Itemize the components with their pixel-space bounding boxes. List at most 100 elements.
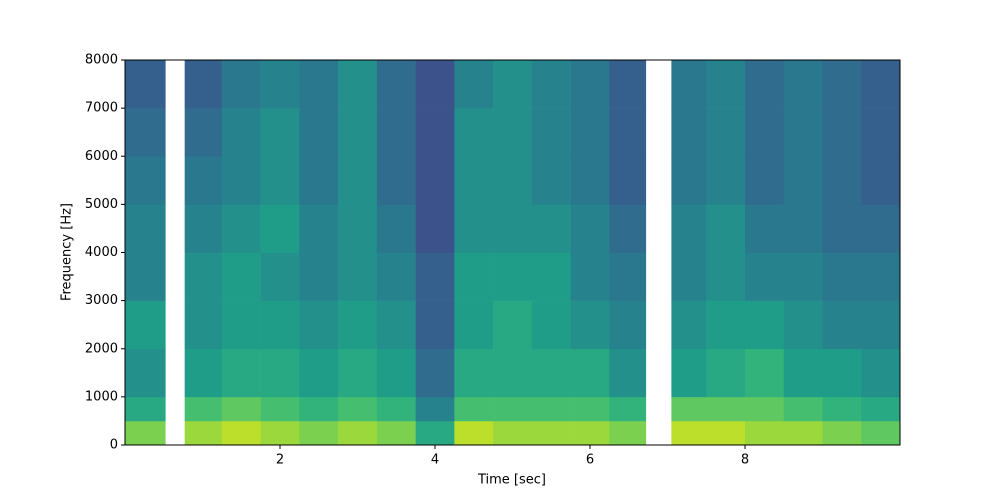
spectrogram-cell <box>184 108 223 157</box>
spectrogram-cell <box>415 204 455 253</box>
spectrogram-cell <box>184 252 223 301</box>
spectrogram-cell <box>125 156 166 205</box>
spectrogram-cell <box>184 348 223 398</box>
spectrogram-cell <box>454 60 494 109</box>
spectrogram-cell <box>745 396 785 422</box>
spectrogram-cell <box>454 108 494 157</box>
spectrogram-cell <box>184 420 223 446</box>
spectrogram-cell <box>125 204 166 253</box>
spectrogram-cell <box>299 420 339 446</box>
spectrogram-cell <box>531 60 571 109</box>
spectrogram-cell <box>822 396 862 422</box>
spectrogram-cell <box>822 204 862 253</box>
spectrogram-cell <box>454 396 494 422</box>
spectrogram-cell <box>376 60 416 109</box>
spectrogram-cell <box>415 108 455 157</box>
x-tick-label: 2 <box>276 453 284 468</box>
spectrogram-cell <box>822 420 862 446</box>
spectrogram-cell <box>454 156 494 205</box>
spectrogram-cell <box>415 300 455 350</box>
spectrogram-cell <box>299 348 339 398</box>
spectrogram-cell <box>493 60 533 109</box>
spectrogram-cell <box>671 420 707 446</box>
spectrogram-cell <box>706 300 746 350</box>
spectrogram-cell <box>861 252 901 301</box>
spectrogram-cell <box>338 252 378 301</box>
spectrogram-cell <box>493 156 533 205</box>
spectrogram-cell <box>493 204 533 253</box>
spectrogram-cell <box>454 348 494 398</box>
spectrogram-cell <box>609 252 647 301</box>
y-tick-label: 5000 <box>85 197 118 212</box>
spectrogram-cell <box>609 108 647 157</box>
spectrogram-cell <box>822 348 862 398</box>
spectrogram-cell <box>609 420 647 446</box>
y-tick-label: 6000 <box>85 149 118 164</box>
spectrogram-cell <box>531 348 571 398</box>
spectrogram-cell <box>454 300 494 350</box>
spectrogram-cell <box>184 396 223 422</box>
spectrogram-cell <box>706 204 746 253</box>
spectrogram-cell <box>783 156 823 205</box>
spectrogram-cell <box>861 60 901 109</box>
spectrogram-cell <box>415 348 455 398</box>
spectrogram-cell <box>184 156 223 205</box>
spectrogram-cell <box>706 420 746 446</box>
spectrogram-cell <box>415 420 455 446</box>
spectrogram-cell <box>493 252 533 301</box>
spectrogram-cell <box>706 348 746 398</box>
spectrogram-cell <box>570 156 610 205</box>
spectrogram-image <box>125 60 901 446</box>
spectrogram-cell <box>609 204 647 253</box>
spectrogram-cell <box>745 348 785 398</box>
spectrogram-cell <box>783 348 823 398</box>
spectrogram-cell <box>376 348 416 398</box>
spectrogram-cell <box>706 60 746 109</box>
spectrogram-cell <box>745 156 785 205</box>
spectrogram-cell <box>454 252 494 301</box>
spectrogram-cell <box>299 252 339 301</box>
spectrogram-cell <box>745 252 785 301</box>
spectrogram-cell <box>493 108 533 157</box>
spectrogram-cell <box>221 300 261 350</box>
y-tick-label: 1000 <box>85 389 118 404</box>
spectrogram-cell <box>783 396 823 422</box>
spectrogram-cell <box>376 156 416 205</box>
spectrogram-cell <box>338 300 378 350</box>
spectrogram-cell <box>609 60 647 109</box>
spectrogram-cell <box>493 396 533 422</box>
y-tick-label: 0 <box>110 438 118 453</box>
spectrogram-cell <box>260 108 300 157</box>
spectrogram-cell <box>299 108 339 157</box>
spectrogram-cell <box>745 108 785 157</box>
spectrogram-cell <box>822 300 862 350</box>
spectrogram-cell <box>609 396 647 422</box>
spectrogram-cell <box>706 108 746 157</box>
y-tick-label: 7000 <box>85 101 118 116</box>
spectrogram-cell <box>822 252 862 301</box>
spectrogram-cell <box>745 420 785 446</box>
spectrogram-cell <box>531 108 571 157</box>
spectrogram-cell <box>861 396 901 422</box>
spectrogram-cell <box>861 420 901 446</box>
spectrogram-cell <box>861 300 901 350</box>
y-tick-label: 3000 <box>85 293 118 308</box>
spectrogram-cell <box>822 60 862 109</box>
spectrogram-cell <box>570 300 610 350</box>
spectrogram-cell <box>531 420 571 446</box>
y-tick-label: 2000 <box>85 341 118 356</box>
spectrogram-cell <box>570 204 610 253</box>
spectrogram-cell <box>299 60 339 109</box>
spectrogram-cell <box>493 300 533 350</box>
spectrogram-cell <box>376 252 416 301</box>
spectrogram-cell <box>671 348 707 398</box>
spectrogram-cell <box>125 300 166 350</box>
spectrogram-cell <box>338 348 378 398</box>
x-tick-label: 4 <box>431 453 439 468</box>
spectrogram-cell <box>570 60 610 109</box>
spectrogram-cell <box>260 420 300 446</box>
spectrogram-cell <box>671 396 707 422</box>
spectrogram-cell <box>570 396 610 422</box>
spectrogram-cell <box>671 156 707 205</box>
